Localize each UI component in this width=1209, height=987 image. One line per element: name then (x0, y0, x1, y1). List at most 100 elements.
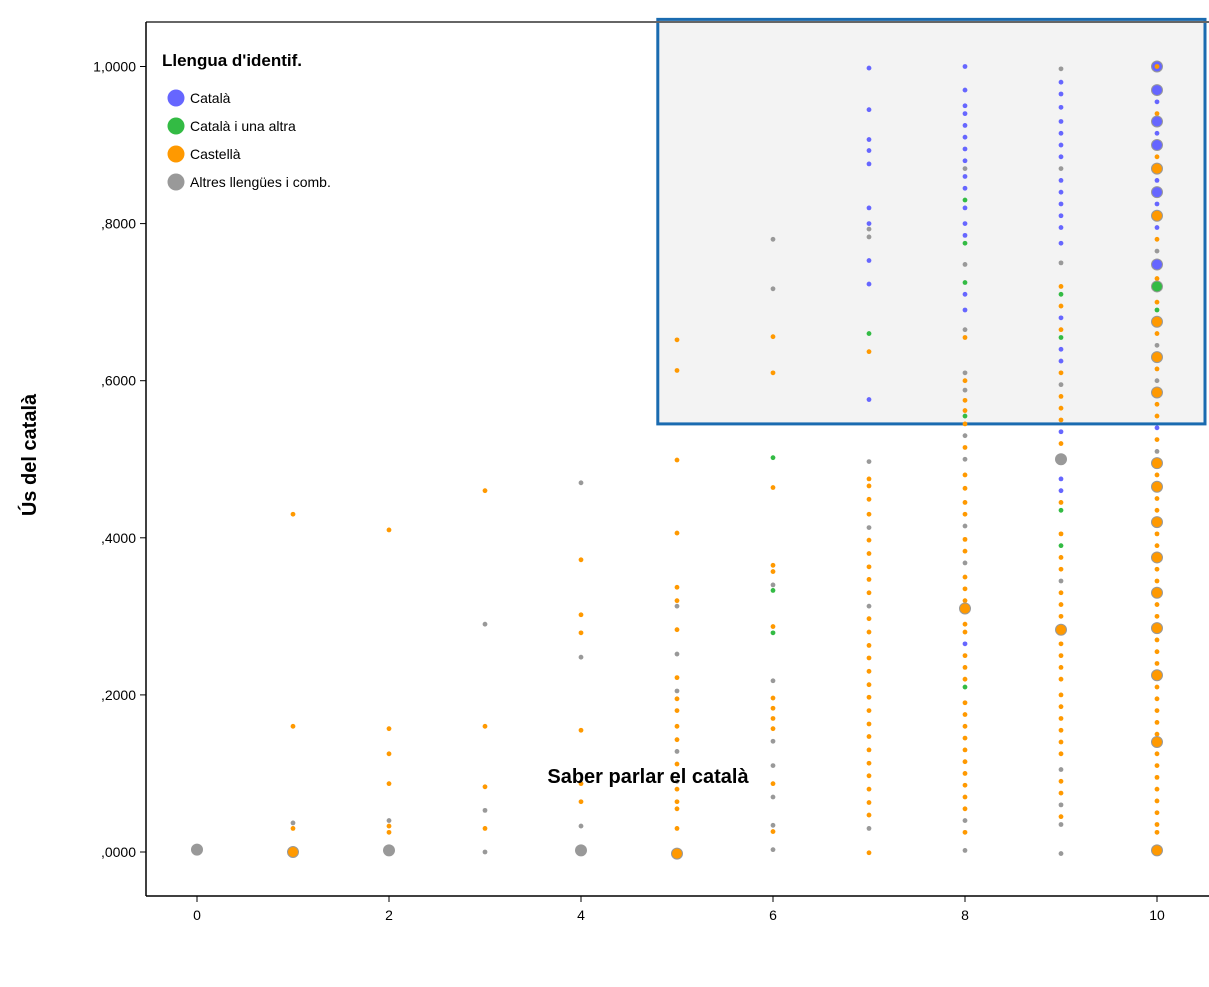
data-point (866, 694, 872, 700)
data-point (866, 349, 872, 355)
y-tick-label: ,4000 (101, 530, 136, 546)
data-point (866, 331, 872, 336)
data-point (770, 588, 776, 593)
data-point (770, 738, 776, 744)
data-point (962, 735, 968, 741)
data-point (1154, 378, 1160, 384)
data-point (1154, 696, 1160, 702)
data-point (962, 794, 968, 800)
data-point (770, 485, 776, 490)
data-point (482, 723, 488, 729)
data-point (1154, 684, 1160, 690)
data-point (290, 820, 296, 826)
data-point (866, 234, 872, 240)
data-point (770, 562, 776, 568)
data-point (770, 286, 776, 292)
data-point (1154, 649, 1160, 655)
data-point (962, 560, 968, 566)
data-point (1154, 342, 1160, 348)
data-point (962, 197, 968, 203)
data-point (578, 727, 584, 733)
highlight-box (656, 17, 1207, 426)
data-point (962, 103, 968, 109)
data-point (1058, 79, 1064, 85)
data-point (1058, 590, 1064, 596)
legend-entry: Altres llengües i comb. (167, 173, 331, 191)
data-point (866, 221, 872, 227)
data-point (1154, 401, 1160, 407)
data-point (578, 799, 584, 805)
data-point (1154, 496, 1160, 501)
data-point (962, 629, 968, 635)
data-point (1154, 578, 1160, 584)
data-point (962, 665, 968, 670)
data-point (1058, 358, 1064, 364)
data-point (674, 337, 680, 343)
data-point (578, 654, 584, 660)
data-point (1154, 111, 1160, 117)
legend-swatch (167, 117, 185, 135)
data-point (674, 806, 680, 812)
data-point (770, 829, 776, 834)
data-point (1058, 303, 1064, 309)
data-point (1058, 613, 1064, 619)
data-point (962, 621, 968, 627)
data-point (1151, 386, 1163, 399)
x-axis-title: Saber parlar el català (547, 766, 749, 788)
data-point (770, 822, 776, 828)
data-point (962, 174, 968, 179)
data-point (674, 708, 680, 714)
data-point (1058, 543, 1064, 549)
data-point (674, 651, 680, 657)
data-point (1058, 653, 1064, 659)
data-point (962, 158, 968, 164)
data-point (1058, 382, 1064, 388)
data-point (1058, 291, 1064, 297)
data-point (1058, 665, 1064, 670)
data-point (962, 387, 968, 393)
data-point (1151, 115, 1163, 128)
data-point (1154, 829, 1160, 835)
data-point (962, 335, 968, 340)
data-point (866, 786, 872, 792)
data-point (1058, 441, 1064, 446)
data-point (674, 598, 680, 604)
data-point (674, 584, 680, 590)
data-point (866, 65, 872, 71)
data-point (1154, 154, 1160, 160)
data-point (1058, 555, 1064, 560)
data-point (674, 723, 680, 729)
data-point (1058, 119, 1064, 124)
data-point (962, 511, 968, 517)
data-point (962, 747, 968, 753)
data-point (674, 786, 680, 792)
data-point (1058, 500, 1064, 505)
data-point (1058, 814, 1064, 820)
data-point (1151, 84, 1163, 97)
data-point (866, 226, 872, 232)
data-point (1058, 851, 1064, 856)
data-point (674, 457, 680, 463)
data-point (962, 848, 968, 853)
data-point (1058, 507, 1064, 513)
data-point (962, 782, 968, 788)
data-point (1154, 248, 1160, 254)
data-point (674, 627, 680, 633)
data-point (866, 511, 872, 517)
data-point (1151, 351, 1163, 364)
data-point (866, 826, 872, 831)
x-axis-ticks: 0 2 4 6 8 10 (193, 896, 1165, 923)
data-point (866, 747, 872, 753)
data-point (866, 734, 872, 739)
data-point (674, 530, 680, 536)
data-point (866, 616, 872, 622)
data-point (1154, 719, 1160, 725)
data-point (1058, 739, 1064, 745)
y-tick-label: ,6000 (101, 373, 136, 389)
data-point (866, 800, 872, 805)
x-tick-label: 10 (1149, 907, 1165, 923)
data-point (962, 472, 968, 478)
data-point (1154, 236, 1160, 242)
data-point (1058, 166, 1064, 172)
